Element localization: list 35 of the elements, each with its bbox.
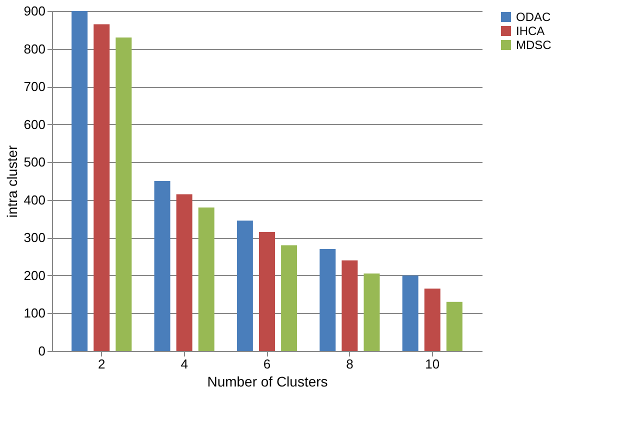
legend-label: ODAC (516, 10, 552, 24)
x-axis-title: Number of Clusters (207, 374, 328, 390)
bar (259, 232, 275, 351)
y-tick-label: 900 (24, 4, 46, 18)
y-tick-label: 500 (24, 154, 46, 170)
legend-label: IHCA (516, 24, 545, 38)
bar (320, 249, 336, 351)
x-tick-label: 8 (346, 356, 354, 372)
y-tick-label: 400 (24, 192, 46, 208)
y-tick-label: 0 (38, 344, 46, 358)
bar (424, 288, 440, 351)
bar (94, 24, 110, 351)
bar (236, 220, 253, 351)
bar (116, 37, 132, 351)
y-tick-label: 800 (24, 41, 46, 56)
bar (342, 260, 358, 351)
bar (198, 207, 214, 351)
x-tick-label: 2 (98, 356, 106, 372)
y-tick-label: 200 (24, 268, 46, 283)
x-tick-label: 10 (425, 356, 440, 372)
bar (402, 275, 418, 351)
bar (364, 274, 380, 351)
bar (281, 245, 298, 351)
bar (154, 181, 170, 351)
y-tick-label: 700 (24, 79, 46, 94)
x-tick-label: 4 (180, 356, 188, 372)
y-axis-title: intra cluster (4, 144, 20, 218)
y-tick-label: 300 (24, 230, 46, 246)
bar (446, 302, 462, 351)
y-tick-label: 100 (24, 306, 46, 321)
y-tick-label: 600 (24, 116, 46, 132)
x-tick-label: 6 (263, 356, 271, 372)
legend-label: MDSC (516, 38, 552, 52)
bar (176, 194, 192, 351)
bar (72, 11, 88, 351)
